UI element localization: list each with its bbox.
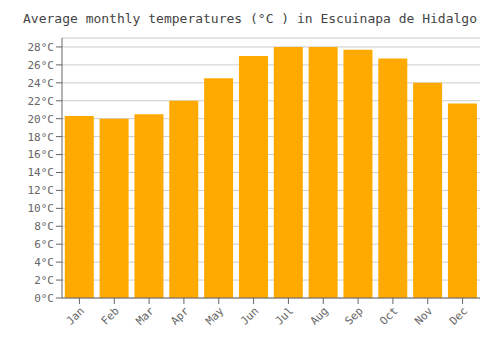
svg-text:20°C: 20°C bbox=[28, 113, 55, 126]
svg-text:0°C: 0°C bbox=[34, 292, 54, 305]
svg-text:Aug: Aug bbox=[308, 304, 331, 327]
svg-text:22°C: 22°C bbox=[28, 95, 55, 108]
svg-text:8°C: 8°C bbox=[34, 220, 54, 233]
svg-text:Dec: Dec bbox=[447, 304, 470, 327]
svg-text:Jun: Jun bbox=[238, 304, 261, 327]
svg-text:16°C: 16°C bbox=[28, 148, 55, 161]
svg-text:4°C: 4°C bbox=[34, 256, 54, 269]
svg-text:2°C: 2°C bbox=[34, 274, 54, 287]
svg-text:18°C: 18°C bbox=[28, 131, 55, 144]
svg-text:Sep: Sep bbox=[342, 304, 365, 327]
svg-text:May: May bbox=[203, 304, 227, 328]
svg-text:Jan: Jan bbox=[64, 304, 87, 327]
svg-text:6°C: 6°C bbox=[34, 238, 54, 251]
svg-text:26°C: 26°C bbox=[28, 59, 55, 72]
svg-text:Apr: Apr bbox=[168, 304, 192, 328]
svg-text:Oct: Oct bbox=[377, 304, 400, 327]
svg-text:10°C: 10°C bbox=[28, 202, 55, 215]
html-text:Average monthly temperatures (: Average monthly temperatures (°C ) in Es… bbox=[23, 11, 477, 26]
svg-text:14°C: 14°C bbox=[28, 166, 55, 179]
svg-text:Jul: Jul bbox=[273, 304, 296, 327]
svg-text:28°C: 28°C bbox=[28, 41, 55, 54]
svg-text:Mar: Mar bbox=[133, 304, 157, 328]
svg-text:Nov: Nov bbox=[412, 304, 436, 328]
svg-text:12°C: 12°C bbox=[28, 184, 55, 197]
svg-text:Feb: Feb bbox=[99, 304, 122, 327]
svg-text:24°C: 24°C bbox=[28, 77, 55, 90]
